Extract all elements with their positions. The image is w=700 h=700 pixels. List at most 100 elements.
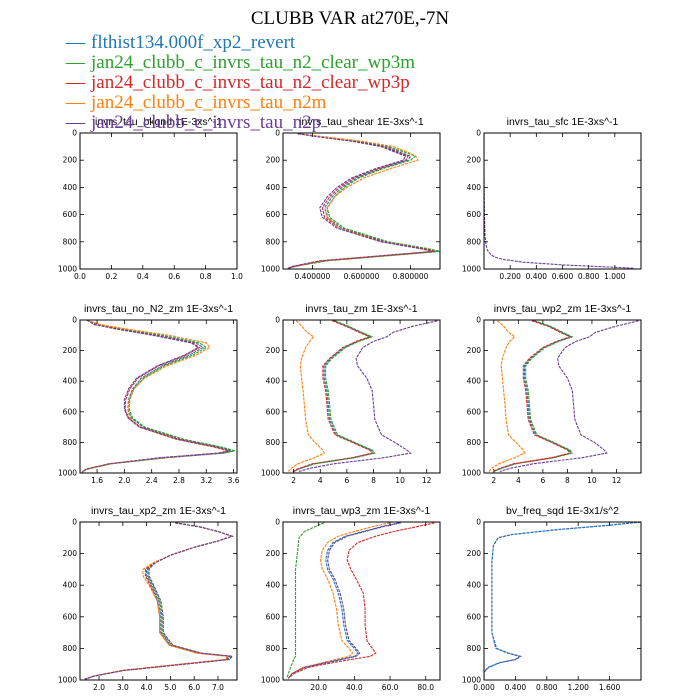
y-tick-label: 800 <box>63 438 78 447</box>
plot-frame <box>282 319 441 474</box>
series-line-blue <box>293 320 375 472</box>
y-tick-label: 800 <box>467 237 482 246</box>
y-tick-label: 1000 <box>261 676 280 685</box>
x-tick-label: 2.0 <box>118 476 130 485</box>
y-tick-label: 200 <box>63 346 78 355</box>
y-tick-label: 1000 <box>58 676 77 685</box>
panel-7: invrs_tau_xp2_zm 1E-3xs^-1 0 200 400 600 800 1… <box>58 505 238 692</box>
series-line-green <box>81 320 236 473</box>
x-tick-label: 0.400 <box>505 683 527 692</box>
legend-marker: — <box>65 92 86 113</box>
panel-8: invrs_tau_wp3_zm 1E-3xs^-1 0 200 400 600 800 1… <box>261 505 441 692</box>
legend-label: flthist134.000f_xp2_revert <box>91 32 296 53</box>
x-tick-label: 1.000 <box>604 272 626 281</box>
series-group <box>287 133 440 269</box>
panel-title: invrs_tau_bkgnd 1E-3xs^-1 <box>95 116 222 128</box>
x-tick-label: 0.6 <box>168 272 180 281</box>
y-tick-label: 200 <box>63 156 78 165</box>
series-line-orange <box>287 522 391 679</box>
y-tick-label: 600 <box>266 407 281 416</box>
plot-frame <box>79 521 238 681</box>
y-tick-label: 600 <box>467 407 482 416</box>
y-tick-label: 0 <box>476 518 481 527</box>
y-tick-label: 400 <box>467 377 482 386</box>
plot-frame <box>79 132 238 270</box>
y-tick-label: 800 <box>266 644 281 653</box>
plot-frame <box>79 319 238 474</box>
panel-5: invrs_tau_zm 1E-3xs^-1 0 200 400 600 800 1000 2… <box>261 303 441 485</box>
x-tick-label: 8 <box>371 476 376 485</box>
series-line-red <box>81 320 231 473</box>
y-tick-label: 400 <box>63 183 78 192</box>
y-tick-label: 0 <box>72 316 77 325</box>
x-tick-label: 2.0 <box>93 683 105 692</box>
series-line-purple <box>287 133 433 269</box>
x-tick-label: 4 <box>516 476 521 485</box>
y-tick-label: 400 <box>63 581 78 590</box>
legend-marker: — <box>65 52 86 73</box>
x-tick-label: 0.200 <box>499 272 521 281</box>
y-tick-label: 600 <box>467 210 482 219</box>
legend-label: jan24_clubb_c_invrs_tau_n2p <box>90 112 321 133</box>
x-tick-label: 3.6 <box>228 476 240 485</box>
series-line-purple <box>84 522 234 680</box>
y-tick-label: 800 <box>63 237 78 246</box>
y-tick-label: 400 <box>63 377 78 386</box>
y-tick-label: 1000 <box>462 469 481 478</box>
y-tick-label: 200 <box>266 156 281 165</box>
plot-frame <box>483 521 642 681</box>
x-tick-label: 2 <box>491 476 496 485</box>
legend-marker: — <box>65 72 86 93</box>
y-tick-label: 800 <box>467 644 482 653</box>
x-tick-label: 1.6 <box>91 476 103 485</box>
y-tick-label: 400 <box>266 183 281 192</box>
series-line-red <box>287 133 436 269</box>
x-tick-label: 0.600 <box>552 272 574 281</box>
x-tick-label: 3.2 <box>200 476 212 485</box>
series-line-green <box>293 320 376 472</box>
series-line-purple <box>81 320 229 473</box>
x-tick-label: 20.0 <box>310 683 327 692</box>
series-line-orange <box>287 320 325 472</box>
panel-title: bv_freq_sqd 1E-3x1/s^2 <box>506 505 619 517</box>
panel-6: invrs_tau_wp2_zm 1E-3xs^-1 0 200 400 600 800 1… <box>462 303 642 485</box>
x-tick-label: 0.4 <box>137 272 149 281</box>
x-tick-label: 0.800 <box>536 683 558 692</box>
x-tick-label: 0.2 <box>105 272 117 281</box>
y-tick-label: 600 <box>266 210 281 219</box>
x-tick-label: 0.8 <box>200 272 212 281</box>
series-group <box>81 320 236 473</box>
figure-title: CLUBB VAR at270E,-7N <box>251 8 450 29</box>
series-line-purple <box>484 133 635 269</box>
y-tick-label: 0 <box>72 129 77 138</box>
legend-label: jan24_clubb_c_invrs_tau_n2_clear_wp3m <box>90 52 415 73</box>
series-line-red <box>288 522 435 679</box>
series-group <box>286 522 435 679</box>
x-tick-label: 0.400 <box>526 272 548 281</box>
y-tick-label: 200 <box>266 549 281 558</box>
y-tick-label: 0 <box>275 518 280 527</box>
series-group <box>84 522 234 680</box>
series-line-blue <box>287 133 438 269</box>
x-tick-label: 6 <box>540 476 545 485</box>
y-tick-label: 600 <box>63 210 78 219</box>
x-tick-label: 40.0 <box>346 683 363 692</box>
legend-label: jan24_clubb_c_invrs_tau_n2m <box>90 92 327 113</box>
x-tick-label: 1.600 <box>599 683 621 692</box>
x-tick-label: 10 <box>395 476 405 485</box>
legend-marker: — <box>65 112 86 133</box>
series-line-blue <box>484 522 641 680</box>
x-tick-label: 0.0 <box>74 272 86 281</box>
x-tick-label: 80.0 <box>417 683 434 692</box>
y-tick-label: 1000 <box>261 265 280 274</box>
x-tick-label: 1.0 <box>231 272 243 281</box>
x-tick-label: 3.0 <box>117 683 129 692</box>
series-group <box>287 320 438 473</box>
panel-title: invrs_tau_xp2_zm 1E-3xs^-1 <box>91 505 226 517</box>
plot-frame <box>483 132 642 270</box>
series-group <box>484 522 641 680</box>
y-tick-label: 800 <box>467 438 482 447</box>
y-tick-label: 0 <box>275 129 280 138</box>
y-tick-label: 600 <box>63 407 78 416</box>
y-tick-label: 400 <box>467 183 482 192</box>
